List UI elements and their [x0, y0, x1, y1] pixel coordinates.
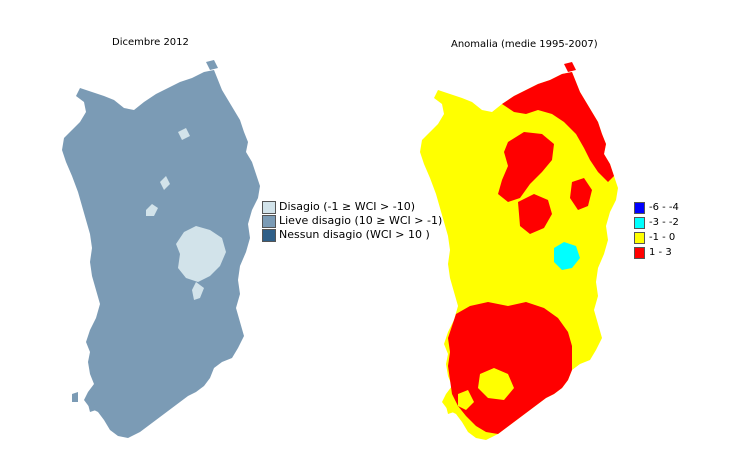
legend-swatch: [634, 246, 645, 259]
map-title-anomaly: Anomalia (medie 1995-2007): [451, 39, 598, 50]
legend-swatch: [634, 231, 645, 244]
islet-west: [72, 392, 78, 402]
legend-swatch: [634, 201, 645, 214]
legend-label: -3 - -2: [649, 217, 679, 228]
patch-disagio-south: [192, 282, 204, 300]
region-red-south: [448, 302, 572, 434]
legend-label: Lieve disagio (10 ≥ WCI > -1): [279, 214, 443, 227]
legend-anomaly: -6 - -4 -3 - -2 -1 - 0 1 - 3: [634, 200, 679, 260]
legend-item-lieve-disagio: Lieve disagio (10 ≥ WCI > -1): [262, 214, 442, 228]
legend-swatch: [262, 214, 276, 228]
patch-disagio-central: [176, 226, 226, 282]
region-red-central-north: [498, 132, 554, 202]
legend-item-range-1: -6 - -4: [634, 200, 679, 215]
legend-label: -1 - 0: [649, 232, 676, 243]
legend-label: -6 - -4: [649, 202, 679, 213]
map-left: [62, 60, 260, 438]
legend-swatch: [262, 228, 276, 242]
legend-item-range-4: 1 - 3: [634, 245, 679, 260]
patch-disagio-mid: [160, 176, 170, 190]
region-yellow-south-pocket: [478, 368, 514, 400]
region-yellow-southwest-pocket: [458, 390, 474, 410]
region-red-east: [570, 178, 592, 210]
islet-north-right: [564, 62, 576, 72]
legend-label: Disagio (-1 ≥ WCI > -10): [279, 200, 416, 213]
legend-label: 1 - 3: [649, 247, 672, 258]
islet-sw: [88, 400, 96, 412]
legend-item-nessun-disagio: Nessun disagio (WCI > 10 ): [262, 228, 442, 242]
legend-item-range-3: -1 - 0: [634, 230, 679, 245]
legend-swatch: [262, 200, 276, 214]
patch-disagio-west: [146, 204, 158, 216]
legend-item-range-2: -3 - -2: [634, 215, 679, 230]
legend-item-disagio: Disagio (-1 ≥ WCI > -10): [262, 200, 442, 214]
patch-disagio-north: [178, 128, 190, 140]
region-cyan-central: [554, 242, 580, 270]
region-red-northeast: [502, 72, 614, 182]
map-title-december-2012: Dicembre 2012: [112, 37, 189, 48]
island-lieve-disagio: [62, 70, 260, 438]
map-right: [420, 62, 618, 440]
legend-swatch: [634, 216, 645, 229]
islet-sw-right: [446, 402, 454, 414]
region-red-central: [518, 194, 552, 234]
legend-label: Nessun disagio (WCI > 10 ): [279, 228, 430, 241]
legend-wci: Disagio (-1 ≥ WCI > -10) Lieve disagio (…: [262, 200, 442, 242]
islet-north: [206, 60, 218, 70]
